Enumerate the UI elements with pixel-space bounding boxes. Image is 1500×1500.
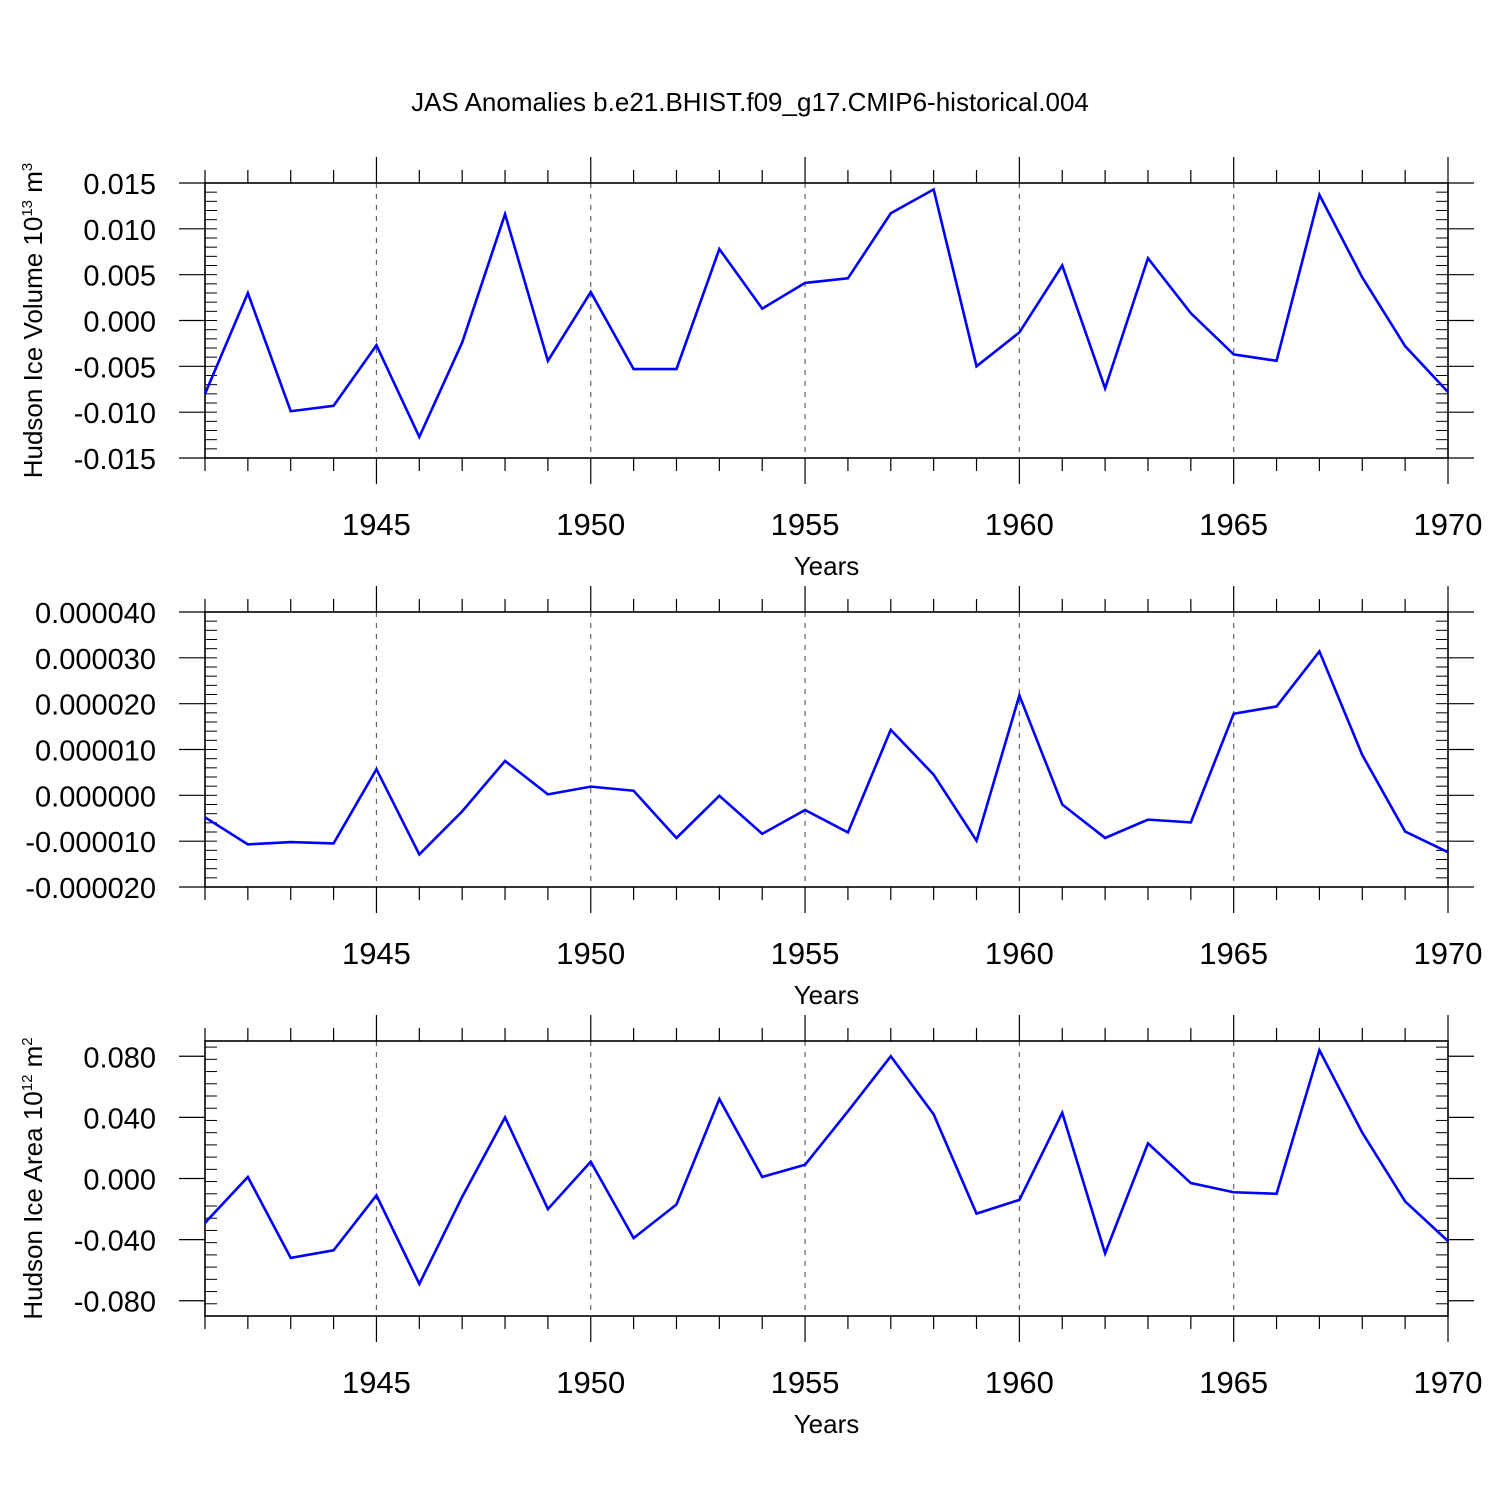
middle-x-tick-label: 1950 (556, 936, 625, 971)
middle-y-tick-label: 0.000010 (35, 736, 156, 768)
volume-y-tick-label: 0.000 (83, 307, 156, 339)
middle-panel: -0.000020 -0.000010 0.000000 0.000010 0.0000… (25, 586, 1482, 1010)
middle-x-tick-label: 1945 (342, 936, 411, 971)
volume-x-tick-label: 1965 (1199, 507, 1268, 542)
area-y-tick-label: -0.040 (74, 1226, 156, 1258)
area-x-axis-label: Years (794, 1409, 860, 1439)
area-x-tick-label: 1955 (771, 1365, 840, 1400)
middle-x-axis-label: Years (794, 980, 860, 1010)
middle-y-tick-label: 0.000020 (35, 690, 156, 722)
area-plot-frame (204, 1040, 1449, 1317)
volume-x-tick-label: 1960 (985, 507, 1054, 542)
middle-y-tick-label: 0.000000 (35, 781, 156, 813)
middle-x-tick-label: 1965 (1199, 936, 1268, 971)
middle-y-tick-label: 0.000030 (35, 644, 156, 676)
middle-x-tick-label: 1960 (985, 936, 1054, 971)
volume-x-axis-label: Years (794, 551, 860, 581)
volume-x-tick-label: 1955 (771, 507, 840, 542)
middle-y-tick-label: 0.000040 (35, 598, 156, 630)
area-x-tick-label: 1970 (1414, 1365, 1483, 1400)
area-series-line (204, 1046, 1449, 1287)
volume-x-tick-label: 1970 (1414, 507, 1483, 542)
volume-y-tick-label: -0.005 (74, 352, 156, 384)
area-x-tick-label: 1950 (556, 1365, 625, 1400)
volume-y-tick-label: 0.010 (83, 215, 156, 247)
area-y-axis-label: Hudson Ice Area 1012 m2 (18, 1037, 48, 1319)
middle-x-tick-label: 1970 (1414, 936, 1483, 971)
area-x-tick-label: 1960 (985, 1365, 1054, 1400)
middle-series-line (204, 648, 1449, 857)
chart-title: JAS Anomalies b.e21.BHIST.f09_g17.CMIP6-… (411, 87, 1089, 117)
middle-x-tick-label: 1955 (771, 936, 840, 971)
volume-y-tick-label: -0.015 (74, 444, 156, 476)
area-y-tick-label: 0.000 (83, 1165, 156, 1197)
area-y-tick-label: 0.040 (83, 1103, 156, 1135)
volume-y-tick-label: 0.005 (83, 261, 156, 293)
volume-x-tick-label: 1950 (556, 507, 625, 542)
area-panel: -0.080 -0.040 0.000 0.040 0.080 1945 1950 1955 1… (18, 1015, 1482, 1439)
volume-panel: -0.015 -0.010 -0.005 0.000 0.005 0.010 0.015 19… (18, 157, 1482, 581)
volume-series-line (203, 187, 1449, 441)
area-y-tick-label: -0.080 (74, 1287, 156, 1319)
volume-y-tick-label: -0.010 (74, 398, 156, 430)
area-x-tick-label: 1965 (1199, 1365, 1268, 1400)
volume-plot-frame (204, 182, 1449, 459)
volume-y-tick-label: 0.015 (83, 169, 156, 201)
area-x-tick-label: 1945 (342, 1365, 411, 1400)
volume-x-tick-label: 1945 (342, 507, 411, 542)
middle-y-tick-label: -0.000020 (25, 873, 156, 905)
middle-plot-frame (204, 611, 1449, 888)
area-y-tick-label: 0.080 (83, 1042, 156, 1074)
middle-y-tick-label: -0.000010 (25, 827, 156, 859)
volume-y-axis-label: Hudson Ice Volume 1013 m3 (18, 163, 48, 479)
